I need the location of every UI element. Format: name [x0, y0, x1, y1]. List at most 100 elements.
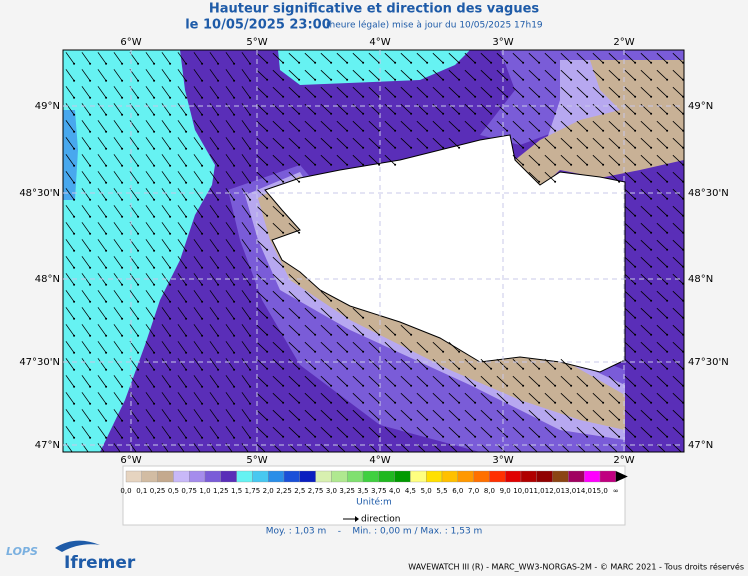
wave-arrow [336, 426, 348, 438]
wave-arrow [256, 307, 268, 319]
wave-arrow [65, 341, 75, 353]
wave-arrow [272, 443, 282, 452]
wave-arrow [624, 375, 636, 387]
wave-arrow [592, 409, 604, 421]
wave-arrow-head [458, 384, 461, 387]
wave-arrow-head [554, 146, 557, 149]
wave-arrow-head [121, 351, 124, 354]
wave-arrow-head [410, 401, 413, 404]
wave-arrow [656, 86, 668, 98]
wave-arrow [656, 205, 668, 217]
wave-arrow-head [522, 78, 525, 81]
wave-arrow [256, 375, 268, 387]
wave-arrow [352, 375, 364, 387]
wave-arrow [241, 392, 251, 404]
wave-arrow-head [73, 283, 76, 286]
wave-arrow [145, 409, 155, 421]
wave-arrow [656, 239, 668, 251]
wave-arrow [528, 154, 540, 166]
wave-arrow [288, 392, 300, 404]
wave-arrow [496, 409, 508, 421]
wave-arrow-head [650, 180, 653, 183]
wave-arrow [225, 324, 235, 336]
wave-arrow-head [105, 130, 108, 133]
color-swatch [394, 470, 411, 483]
wave-arrow [384, 409, 396, 421]
wave-arrow-head [458, 418, 461, 421]
wave-arrow [193, 443, 201, 452]
color-swatch [584, 470, 601, 483]
wave-arrow-head [233, 198, 236, 201]
wave-arrow [193, 358, 203, 370]
wave-arrow-head [121, 130, 124, 133]
wave-arrow-head [298, 401, 301, 404]
wave-arrow-head [89, 300, 92, 303]
lon-label: 3°W [492, 455, 513, 466]
wave-arrow [608, 103, 620, 115]
wave-arrow [65, 69, 75, 81]
wave-arrow-head [602, 418, 605, 421]
wave-arrow-head [458, 129, 461, 132]
color-swatch [599, 470, 616, 483]
wave-arrow-head [330, 163, 333, 166]
wave-arrow [97, 188, 107, 200]
wave-arrow-head [378, 146, 381, 149]
wave-arrow-head [570, 435, 573, 438]
wave-arrow-head [137, 147, 140, 150]
wave-arrow-head [266, 248, 269, 251]
wave-arrow-head [89, 215, 92, 218]
wave-arrow [416, 86, 428, 98]
wave-arrow-head [185, 181, 188, 184]
colorbar-label: 5,5 [436, 487, 447, 495]
wave-arrow [304, 375, 316, 387]
wave-arrow-head [650, 163, 653, 166]
wave-arrow-head [666, 78, 669, 81]
wave-arrow [161, 290, 171, 302]
wave-arrow-head [394, 418, 397, 421]
wave-arrow-head [249, 232, 252, 235]
wave-arrow-head [330, 401, 333, 404]
wave-arrow [320, 69, 332, 81]
wave-arrow-head [201, 317, 204, 320]
wave-arrow-head [330, 299, 333, 302]
wave-arrow [624, 443, 634, 452]
wave-arrow [81, 307, 91, 319]
wave-arrow-head [153, 266, 156, 269]
colorbar-label: 3,25 [339, 487, 355, 495]
wave-arrow-head [426, 367, 429, 370]
wave-arrow [528, 443, 538, 452]
wave-arrow [400, 103, 412, 115]
wave-arrow [496, 120, 508, 132]
color-swatch [520, 470, 537, 483]
wave-arrow [113, 171, 123, 183]
wave-arrow [480, 426, 492, 438]
wave-arrow-head [153, 130, 156, 133]
colorbar-label: ∞ [613, 487, 619, 495]
wave-arrow-head [314, 61, 317, 64]
wave-arrow-head [153, 351, 156, 354]
wave-arrow-head [426, 61, 429, 64]
colorbar-label: 0,0 [120, 487, 131, 495]
wave-arrow-head [73, 334, 76, 337]
wave-arrow [177, 205, 187, 217]
wave-arrow [65, 154, 75, 166]
wave-arrow-head [522, 163, 525, 166]
wave-arrow [97, 69, 107, 81]
wave-arrow-head [330, 316, 333, 319]
wave-arrow-head [666, 384, 669, 387]
wave-arrow-head [169, 164, 172, 167]
wave-arrow [241, 103, 251, 115]
wave-arrow [113, 154, 123, 166]
wave-arrow-head [185, 164, 188, 167]
wave-arrow-head [137, 164, 140, 167]
wave-arrow [225, 222, 235, 234]
wave-arrow-head [426, 401, 429, 404]
wave-arrow-head [410, 78, 413, 81]
wave-arrow [161, 324, 171, 336]
wave-arrow-head [121, 300, 124, 303]
wave-arrow-head [233, 79, 236, 82]
wave-arrow-head [538, 112, 541, 115]
stats: Moy. : 1,03 m - Min. : 0,00 m / Max. : 1… [266, 527, 483, 537]
wave-arrow [145, 290, 155, 302]
wave-arrow [656, 52, 668, 64]
